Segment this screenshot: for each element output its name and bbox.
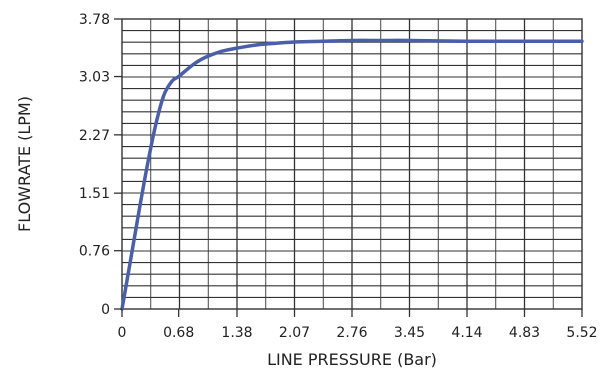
y-tick-label: 2.27 (79, 128, 110, 144)
y-axis-title: FLOWRATE (LPM) (15, 96, 34, 232)
x-tick-label: 4.14 (451, 325, 482, 341)
grid-layer (122, 19, 582, 309)
y-tick-label: 0 (101, 302, 110, 318)
x-axis-title: LINE PRESSURE (Bar) (267, 350, 437, 369)
y-tick-label: 1.51 (79, 186, 110, 202)
x-tick-label: 2.07 (279, 325, 310, 341)
x-tick-label: 1.38 (221, 325, 252, 341)
flowrate-curve (120, 38, 584, 311)
y-tick-label: 3.03 (79, 70, 110, 86)
x-tick-label: 0 (118, 325, 127, 341)
series-layer (120, 38, 584, 311)
x-tick-label: 4.83 (509, 325, 540, 341)
x-tick-label: 3.45 (394, 325, 425, 341)
ticks-layer: 0 0.76 1.51 2.27 3.03 3.78 0 0.68 1.38 2.07 2.76 3.… (79, 12, 598, 341)
y-tick-label: 0.76 (79, 244, 110, 260)
x-tick-label: 0.68 (163, 325, 194, 341)
y-tick-label: 3.78 (79, 12, 110, 28)
x-tick-label: 5.52 (566, 325, 597, 341)
x-tick-label: 2.76 (336, 325, 367, 341)
